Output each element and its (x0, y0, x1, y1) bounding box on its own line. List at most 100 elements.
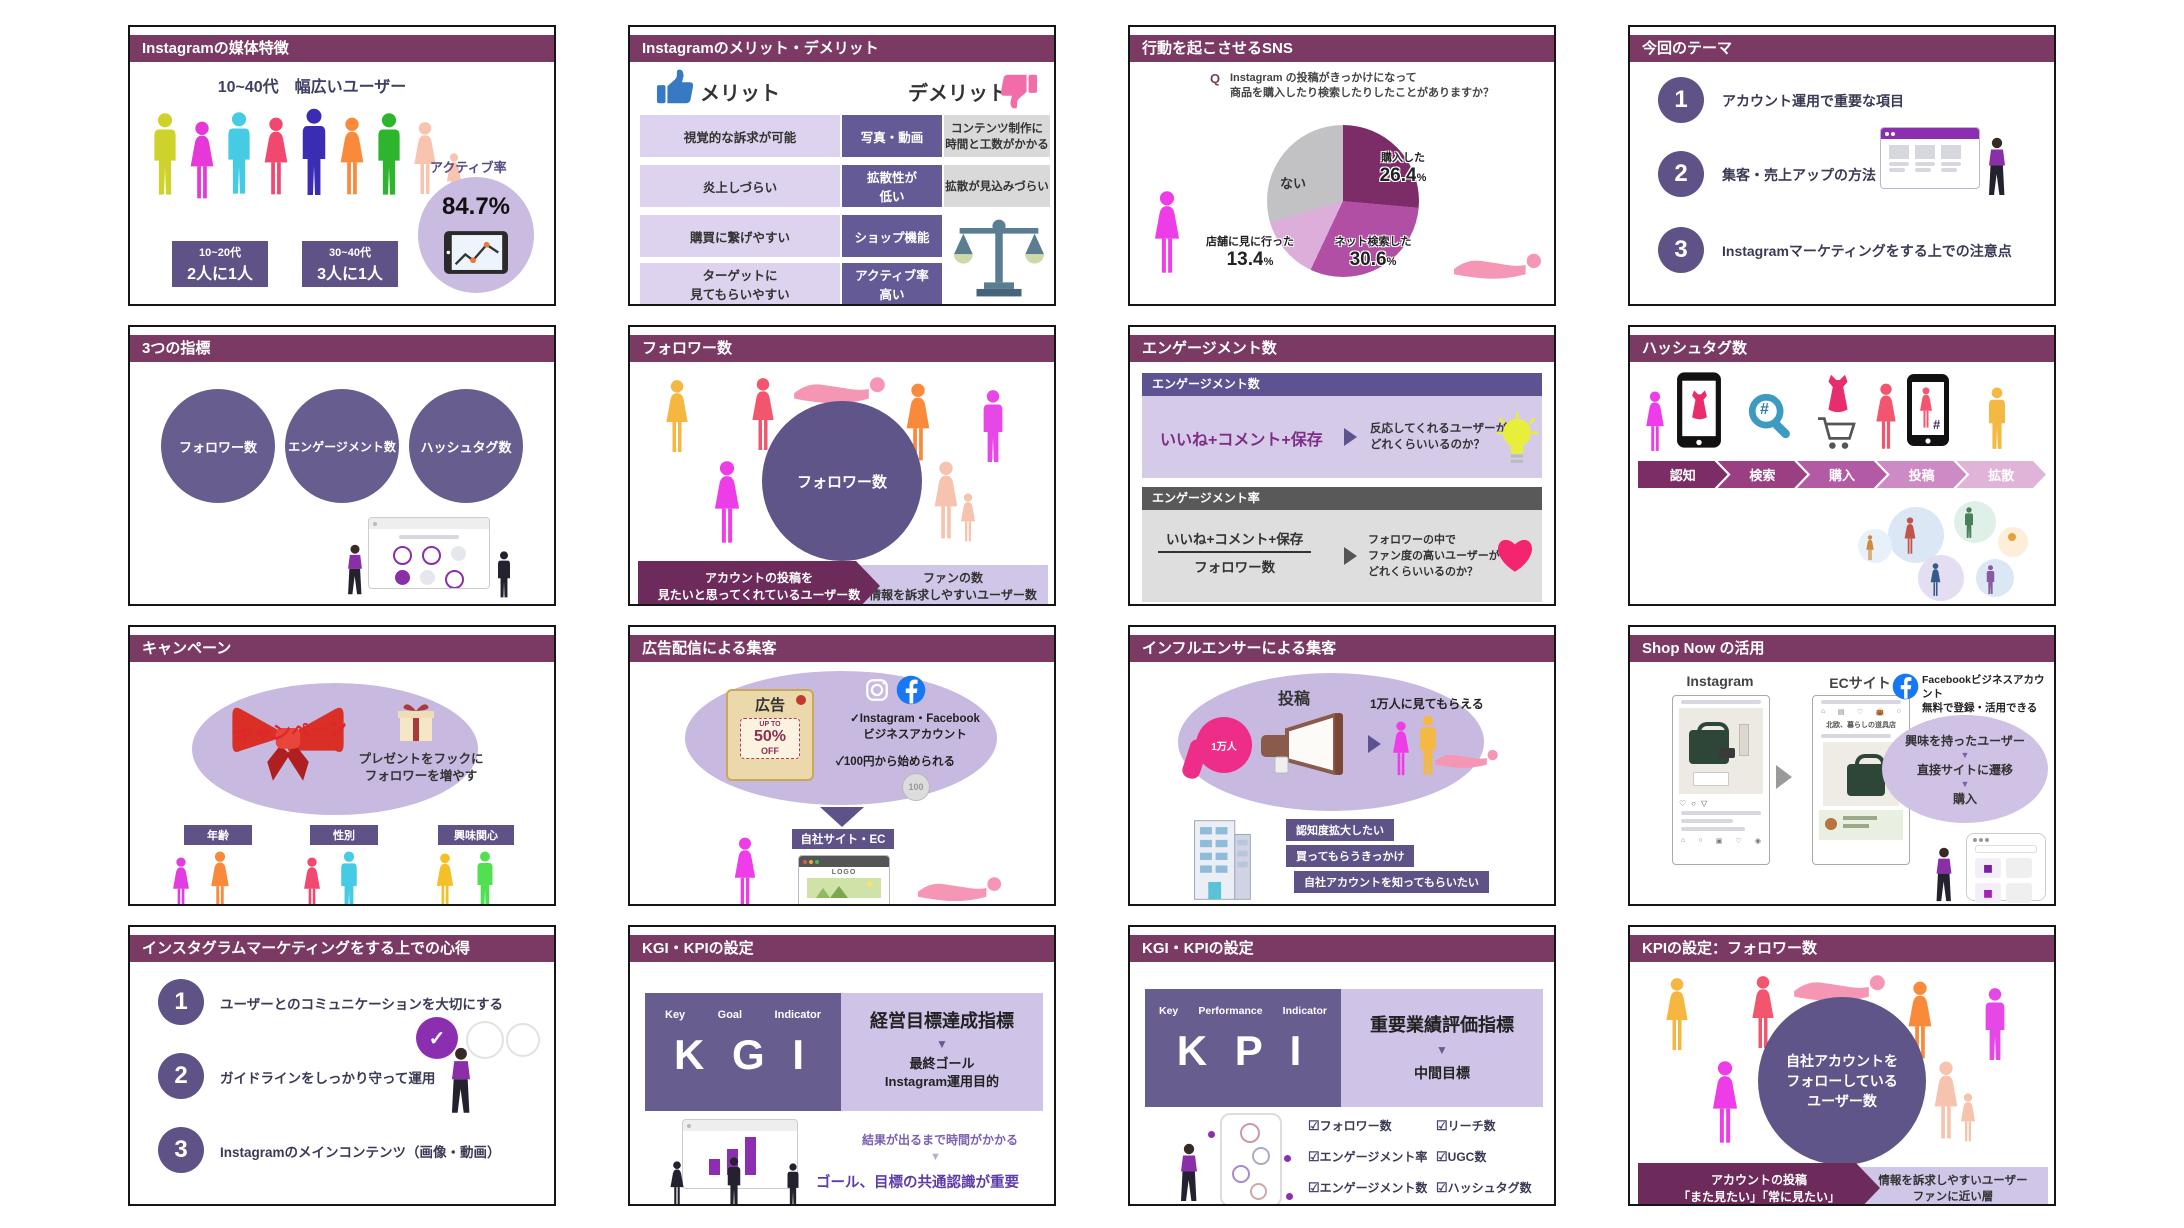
goal-account-awareness: 自社アカウントを知ってもらいたい (1294, 871, 1489, 893)
website-logo: LOGO (831, 869, 857, 876)
slide-todays-theme[interactable]: 今回のテーマ 1 アカウント運用で重要な項目 2 集客・売上アップの方法 3 I… (1628, 25, 2056, 306)
target-gender-label: 性別 (310, 825, 378, 845)
instagram-icon (862, 675, 892, 705)
slide-title: KPIの設定：フォロワー数 (1630, 935, 2054, 962)
woman-silhouette (1708, 1057, 1742, 1149)
checkbox-icon: ☑ (1436, 1118, 1448, 1133)
facebook-icon (1892, 673, 1919, 700)
building-icon (1190, 817, 1254, 903)
heart-icon (1494, 536, 1536, 574)
slide-title: 3つの指標 (130, 335, 554, 362)
slide-kgi[interactable]: KGI・KPIの設定 Key Goal Indicator K G I 経営目標… (628, 925, 1056, 1206)
phone-illustration (1208, 1113, 1293, 1204)
pie-chart (1267, 125, 1419, 277)
age-silhouettes (166, 851, 236, 906)
kgi-note-consensus: ゴール、目標の共通認識が重要 (816, 1175, 1019, 1191)
slide-ad-acquisition[interactable]: 広告配信による集客 広告 UP TO 50% OFF ✓Instagram・Fa… (628, 625, 1056, 906)
merit-cell: 購買に繋げやすい (640, 215, 840, 257)
kpi-item: リーチ数 (1447, 1119, 1496, 1133)
indicator-circle-engagement: エンゲージメント数 (285, 389, 399, 503)
active-rate-circle: 84.7% (418, 177, 534, 293)
panel-header: エンゲージメント率 (1142, 487, 1542, 510)
checkbox-icon: ☑ (1308, 1149, 1320, 1164)
person-illustration (666, 1161, 688, 1206)
engagement-count-panel: エンゲージメント数 いいね+コメント+保存 反応してくれるユーザーが どれくらい… (1142, 373, 1542, 478)
slide-campaign[interactable]: キャンペーン キャンペーン プレゼントをフックに フォロワーを増やす 年齢 性別… (128, 625, 556, 906)
kgi-word-goal: Goal (717, 1009, 743, 1021)
slide-media-features[interactable]: Instagramの媒体特徴 10~40代 幅広いユーザー アクティブ率 84.… (128, 25, 556, 306)
demerit-cell: 拡散が見込みづらい (944, 165, 1050, 207)
facebook-icon (896, 675, 926, 705)
slide-title: 今回のテーマ (1630, 35, 2054, 62)
lightbulb-icon (1494, 410, 1540, 468)
slide-title: Instagramの媒体特徴 (130, 35, 554, 62)
kpi-item: フォロワー数 (1319, 1119, 1392, 1133)
pie-label-bought: 購入した 26.4% (1379, 152, 1427, 186)
item-number: 1 (1658, 77, 1704, 123)
stat-age: 10~20代 (199, 247, 241, 259)
stat-ratio: 3人に1人 (317, 266, 383, 283)
person-phone-silhouette (730, 837, 760, 906)
person-illustration (492, 551, 516, 599)
follower-meaning-dark: アカウントの投稿を 見たいと思ってくれているユーザー数 (638, 561, 880, 606)
funnel-steps: 認知 検索 購入 投稿 拡散 (1638, 461, 2046, 488)
person-illustration (1174, 1143, 1204, 1203)
checkbox-icon: ☑ (1436, 1180, 1448, 1195)
feature-cell: アクティブ率 高い (842, 263, 942, 304)
slide-kpi[interactable]: KGI・KPIの設定 Key Performance Indicator K P… (1128, 925, 1556, 1206)
influencer-head-silhouette: 1万人 (1196, 717, 1252, 773)
slide-three-indicators[interactable]: 3つの指標 フォロワー数 エンゲージメント数 ハッシュタグ数 (128, 325, 556, 606)
slide-merits-demerits[interactable]: Instagramのメリット・デメリット メリット デメリット 視覚的な訴求が可… (628, 25, 1056, 306)
hash-glyph: # (1933, 417, 1941, 432)
coupon-off: OFF (761, 746, 779, 756)
kpi-follower-light: 情報を訴求しやすいユーザー ファンに近い層 (1858, 1167, 2048, 1204)
browser-illustration (1880, 127, 1980, 189)
cart-icon (1816, 415, 1856, 451)
coupon-illustration: 広告 UP TO 50% OFF (726, 689, 814, 781)
active-rate-label: アクティブ率 (430, 160, 507, 175)
search-hashtag-icon (1746, 391, 1796, 441)
megaphone-icon (1258, 713, 1350, 775)
item-number: 1 (158, 979, 204, 1025)
people-crowd-illustration (148, 99, 464, 207)
interest-silhouettes (430, 851, 500, 906)
follower-meaning-light: ファンの数 情報を訴求しやすいユーザー数 (858, 565, 1048, 604)
kpi-sub: 中間目標 (1414, 1065, 1470, 1081)
woman-silhouette (1870, 383, 1902, 451)
engagement-formula: いいね+コメント+保存 (1160, 432, 1323, 449)
slide-title: インフルエンサーによる集客 (1130, 635, 1554, 662)
engagement-rate-panel: エンゲージメント率 いいね+コメント+保存 フォロワー数 フォロワーの中で ファ… (1142, 487, 1542, 602)
kgi-meaning-box: 経営目標達成指標 ▼ 最終ゴール Instagram運用目的 (841, 993, 1043, 1111)
checkbox-icon: ☑ (1436, 1149, 1448, 1164)
slide-engagement-count[interactable]: エンゲージメント数 エンゲージメント数 いいね+コメント+保存 反応してくれるユ… (1128, 325, 1556, 606)
kpi-checklist-right: ☑リーチ数 ☑UGC数 ☑ハッシュタグ数 (1436, 1117, 1532, 1197)
arrow-down-icon: ▼ (930, 1151, 941, 1163)
pie-label-none: ない (1280, 176, 1307, 191)
person-illustration (342, 543, 368, 597)
slide-title: Instagramのメリット・デメリット (630, 35, 1054, 62)
person-lying-silhouette (1452, 251, 1544, 279)
woman-silhouette (1980, 981, 2010, 1069)
person-lying-silhouette (916, 875, 1004, 901)
slide-shop-now[interactable]: Shop Now の活用 Instagram ECサイト ♡ ○ ▽ ⌂ ○ ▣ ♡ ◉ (1628, 625, 2056, 906)
flow-ellipse: 興味を持ったユーザー ▼ 直接サイトに遷移 ▼ 購入 (1882, 715, 2048, 823)
stat-box-10-20: 10~20代 2人に1人 (172, 241, 268, 287)
slide-kpi-follower[interactable]: KPIの設定：フォロワー数 自社アカウントを フォローしている ユーザー数 情報… (1628, 925, 2056, 1206)
kgi-word-indicator: Indicator (774, 1009, 821, 1021)
flow-step: 直接サイトに遷移 (1916, 762, 2013, 777)
slide-influencer-acquisition[interactable]: インフルエンサーによる集客 投稿 1万人 1万人に見てもらえる 認知度拡大したい… (1128, 625, 1556, 906)
slide-action-sns[interactable]: 行動を起こさせるSNS Q Instagram の投稿がきっかけになって 商品を… (1128, 25, 1556, 306)
kpi-acronym: K P I (1176, 1027, 1310, 1074)
coupon-percent: 50% (753, 728, 787, 745)
coin-icon: 100 (902, 773, 930, 801)
arrow-down-icon (820, 807, 864, 827)
slide-follower-count[interactable]: フォロワー数 フォロワー数 ファンの数 情報を訴求しやすいユーザー数 アカウント… (628, 325, 1056, 606)
child-silhouette (1958, 1091, 1978, 1145)
principle-item: Instagramのメインコンテンツ（画像・動画） (220, 1145, 501, 1160)
arrow-right-icon (1776, 765, 1792, 789)
kpi-box: Key Performance Indicator K P I (1145, 989, 1341, 1107)
slide-hashtag-count[interactable]: ハッシュタグ数 # # 認知 検索 購入 投稿 拡散 (1628, 325, 2056, 606)
slide-marketing-principles[interactable]: インスタグラムマーケティングをする上での心得 1 ユーザーとのコミュニケーション… (128, 925, 556, 1206)
feature-cell: 写真・動画 (842, 115, 942, 157)
theme-item: Instagramマーケティングをする上での注意点 (1722, 243, 2012, 259)
